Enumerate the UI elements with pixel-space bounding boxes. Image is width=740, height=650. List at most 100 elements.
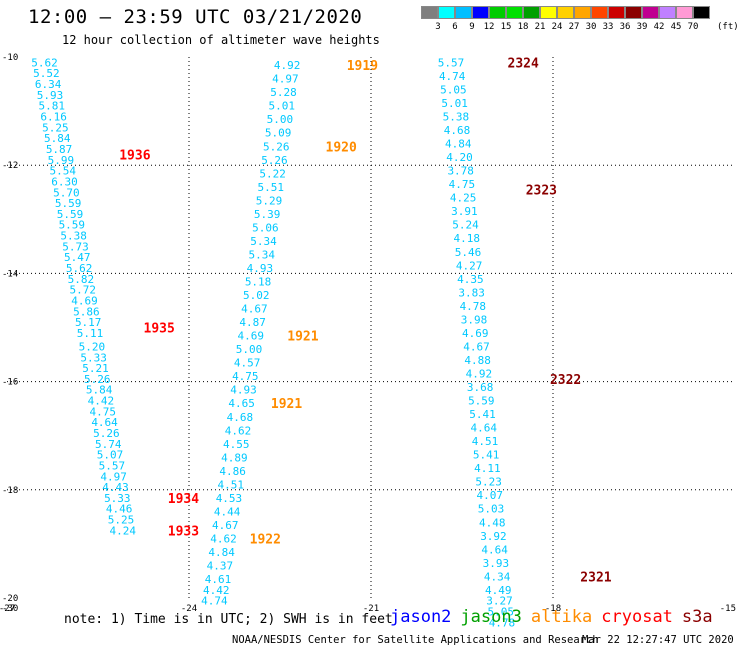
pass-time-label: 2324 bbox=[508, 56, 539, 71]
wave-height-value: 4.69 bbox=[71, 294, 98, 307]
legend-entry-cryosat: cryosat bbox=[601, 607, 673, 627]
pass-time-label: 1934 bbox=[168, 492, 199, 507]
wave-height-value: 4.97 bbox=[100, 470, 127, 483]
wave-height-value: 5.86 bbox=[73, 305, 100, 318]
color-scale-tick: 15 bbox=[500, 22, 512, 32]
wave-height-value: 6.16 bbox=[40, 111, 67, 124]
wave-height-value: 5.54 bbox=[49, 165, 76, 178]
wave-height-value: 5.26 bbox=[263, 140, 290, 153]
pass-time-label: 2322 bbox=[550, 373, 581, 388]
x-tick-label: -24 bbox=[181, 604, 197, 614]
wave-height-value: 4.75 bbox=[449, 178, 476, 191]
wave-height-value: 5.59 bbox=[468, 395, 495, 408]
wave-height-value: 4.62 bbox=[225, 424, 252, 437]
color-scale-tick: 9 bbox=[469, 22, 475, 32]
y-tick-label: -14 bbox=[2, 269, 18, 279]
pass-time-label: 1920 bbox=[326, 140, 357, 155]
wave-height-value: 5.70 bbox=[53, 186, 80, 199]
wave-height-value: 5.06 bbox=[252, 221, 278, 234]
color-scale-tick: 24 bbox=[551, 22, 563, 32]
wave-height-value: 4.24 bbox=[110, 524, 137, 537]
color-scale-swatch bbox=[591, 6, 608, 19]
x-tick-label: -30 bbox=[2, 604, 18, 614]
wave-height-value: 3.92 bbox=[480, 530, 507, 543]
color-scale-swatch bbox=[625, 6, 642, 19]
wave-height-value: 3.91 bbox=[451, 205, 478, 218]
wave-height-value: 3.98 bbox=[461, 313, 488, 326]
y-tick-label: -16 bbox=[2, 378, 18, 388]
wave-height-value: 3.83 bbox=[458, 286, 485, 299]
wave-height-value: 4.89 bbox=[221, 451, 248, 464]
wave-height-value: 4.57 bbox=[234, 357, 260, 370]
color-scale-tick: 12 bbox=[483, 22, 495, 32]
wave-height-value: 6.34 bbox=[35, 78, 62, 91]
pass-time-label: 1921 bbox=[287, 330, 318, 345]
wave-height-value: 3.27 bbox=[486, 595, 513, 608]
color-scale-tick: 45 bbox=[670, 22, 682, 32]
y-tick-label: -10 bbox=[2, 53, 18, 63]
wave-height-value: 5.11 bbox=[77, 327, 104, 340]
color-scale-swatch bbox=[472, 6, 489, 19]
wave-height-value: 4.11 bbox=[474, 462, 501, 475]
wave-height-value: 4.64 bbox=[470, 422, 497, 435]
wave-height-value: 5.84 bbox=[44, 132, 71, 145]
wave-height-value: 5.02 bbox=[243, 289, 270, 302]
wave-height-value: 5.38 bbox=[443, 111, 470, 124]
x-tick-label: -21 bbox=[363, 604, 379, 614]
color-scale-tick: 6 bbox=[452, 22, 458, 32]
color-scale-tick: 27 bbox=[568, 22, 580, 32]
wave-height-value: 4.68 bbox=[227, 411, 254, 424]
wave-height-value: 3.68 bbox=[467, 381, 494, 394]
wave-height-value: 5.25 bbox=[108, 514, 135, 527]
wave-height-value: 4.27 bbox=[456, 259, 483, 272]
wave-height-value: 5.59 bbox=[59, 219, 86, 232]
wave-height-value: 5.99 bbox=[48, 154, 75, 167]
wave-height-value: 5.57 bbox=[99, 459, 126, 472]
color-scale-tick: 39 bbox=[636, 22, 648, 32]
wave-height-value: 4.87 bbox=[239, 316, 266, 329]
wave-height-value: 5.26 bbox=[93, 427, 120, 440]
wave-height-value: 4.75 bbox=[232, 370, 259, 383]
wave-height-value: 4.93 bbox=[230, 384, 257, 397]
wave-height-value: 4.67 bbox=[241, 303, 268, 316]
color-scale-tick: 36 bbox=[619, 22, 631, 32]
wave-height-value: 5.39 bbox=[254, 208, 281, 221]
wave-height-value: 4.42 bbox=[203, 584, 230, 597]
wave-height-value: 5.72 bbox=[69, 284, 96, 297]
wave-height-value: 4.42 bbox=[88, 395, 115, 408]
wave-height-value: 5.84 bbox=[86, 384, 113, 397]
color-scale-swatch bbox=[608, 6, 625, 19]
wave-height-value: 4.49 bbox=[485, 584, 512, 597]
pass-time-label: 2323 bbox=[526, 184, 557, 199]
wave-height-value: 5.59 bbox=[55, 197, 82, 210]
wave-height-value: 6.30 bbox=[51, 175, 78, 188]
wave-height-value: 3.78 bbox=[447, 165, 474, 178]
color-scale-unit: (ft) bbox=[717, 22, 739, 32]
wave-height-value: 4.53 bbox=[216, 492, 243, 505]
wave-height-value: 5.73 bbox=[62, 240, 89, 253]
color-scale-tick: 30 bbox=[585, 22, 597, 32]
wave-height-value: 4.67 bbox=[463, 340, 490, 353]
color-scale-swatch bbox=[489, 6, 506, 19]
wave-height-value: 4.62 bbox=[210, 532, 237, 545]
wave-height-value: 5.20 bbox=[79, 340, 106, 353]
wave-height-value: 5.21 bbox=[82, 362, 109, 375]
wave-height-value: 5.00 bbox=[267, 113, 294, 126]
wave-height-value: 4.74 bbox=[439, 70, 466, 83]
color-scale-swatch bbox=[557, 6, 574, 19]
satellite-legend: jason2 jason3 altika cryosat s3a bbox=[390, 607, 722, 627]
footnote: note: 1) Time is in UTC; 2) SWH is in fe… bbox=[64, 612, 393, 627]
legend-entry-jason2: jason2 bbox=[390, 607, 452, 627]
pass-time-label: 1919 bbox=[347, 59, 378, 74]
wave-height-value: 4.46 bbox=[106, 503, 132, 516]
wave-height-value: 4.78 bbox=[460, 300, 487, 313]
wave-height-value: 4.64 bbox=[481, 543, 508, 556]
wave-height-value: 4.48 bbox=[479, 516, 506, 529]
color-scale-tick: 70 bbox=[687, 22, 699, 32]
wave-height-value: 4.75 bbox=[90, 405, 117, 418]
wave-height-value: 5.23 bbox=[475, 476, 502, 489]
wave-height-value: 5.26 bbox=[261, 154, 288, 167]
x-tick-label: -27 bbox=[0, 604, 15, 614]
wave-height-value: 4.69 bbox=[462, 327, 489, 340]
wave-height-value: 3.93 bbox=[483, 557, 510, 570]
